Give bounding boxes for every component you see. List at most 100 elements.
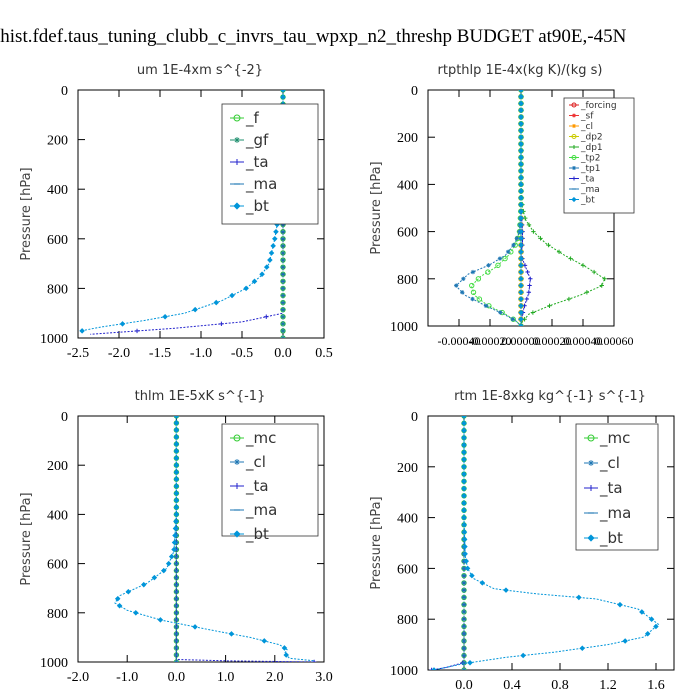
data-point [518,134,524,140]
data-point [268,250,275,256]
x-tick-label: 0.5 [315,346,333,361]
plot-frame [77,415,325,663]
data-point [644,630,651,637]
series-group [114,416,317,662]
data-point [498,310,503,315]
data-point [526,290,532,295]
y-tick-label: 0 [411,410,418,425]
legend-label: _cl [245,453,266,472]
legend-marker [571,196,577,203]
data-point [160,567,167,574]
data-point [502,255,508,262]
legend-marker [234,459,240,465]
data-point [133,610,139,616]
legend-label: _dp1 [580,143,603,153]
data-point [518,168,524,174]
data-point [520,652,526,659]
data-point [119,321,126,327]
data-point [173,483,180,490]
data-point [518,93,524,100]
data-point [497,256,503,261]
y-tick-label: 400 [397,178,418,193]
data-point [461,276,466,281]
data-point [525,269,530,275]
panel-title: rtm 1E-8xkg kg^{-1} s^{-1} [454,389,646,404]
data-point [173,427,180,433]
data-point [192,306,198,313]
legend-label: _bt [245,197,269,216]
legend: _forcing_sf_cl_dp2_dp1_tp2_tp1_ta_ma_bt [563,97,635,214]
data-point [464,565,471,572]
data-point [311,659,317,662]
x-tick-label: 0.00020 [533,334,572,348]
data-point [538,236,543,241]
data-point [518,303,524,309]
y-tick-label: 200 [47,459,68,474]
legend-label: _bt [599,529,623,548]
data-point [518,181,524,188]
data-point [469,572,475,579]
legend: _mc _cl _ta _ma _bt [575,423,659,551]
legend-label: _bt [580,196,595,206]
data-point [617,601,623,608]
data-point [531,229,536,234]
data-point [518,262,524,269]
data-point [173,476,180,483]
legend-label: _mc [599,429,630,448]
data-point [518,242,524,248]
series-group [454,90,607,326]
y-tick-label: 800 [47,282,68,297]
data-point [514,236,519,241]
panel-3: thlm 1E-5xK s^{-1} Pressure [hPa] 0 200 400 6… [19,389,333,685]
data-point [461,416,467,419]
data-point [470,296,475,302]
legend-marker [572,176,576,181]
legend-marker [572,145,576,149]
y-tick-label: 800 [47,607,68,622]
legend-marker [234,137,240,143]
data-point [462,551,468,557]
legend-marker [233,202,241,210]
data-point [228,631,235,637]
data-point [483,303,489,308]
data-point [461,427,467,434]
data-point [461,500,467,506]
y-tick-label: 0 [61,410,68,425]
data-point [576,594,582,601]
data-point [272,236,278,242]
series-line [114,416,315,662]
legend-label: _bt [245,525,269,544]
panel-2: rtpthlp 1E-4x(kg K)/(kg s) Pressure [hPa]… [369,63,635,348]
y-tick-label: 600 [47,233,68,248]
data-point [461,514,467,521]
data-point [173,511,180,518]
x-tick-label: 0.00040 [564,334,603,348]
x-tick-label: 1.6 [647,678,665,693]
data-point [219,321,224,327]
data-point [460,290,465,295]
data-point [518,208,524,215]
data-point [173,504,180,511]
y-tick-label: 600 [397,226,418,241]
y-tick-label: 200 [397,461,418,476]
panel-title: rtpthlp 1E-4x(kg K)/(kg s) [438,63,603,78]
x-tick-label: 0.4 [503,678,521,693]
y-axis-label: Pressure [hPa] [19,167,34,260]
data-point [173,469,180,475]
legend-marker [571,155,577,160]
y-tick-label: 800 [397,273,418,288]
data-point [141,581,147,588]
data-point [518,201,524,208]
x-tick-label: -1.5 [149,346,171,361]
data-point [518,90,524,93]
data-point [470,269,476,275]
legend-box [221,423,319,537]
y-tick-label: 800 [397,613,418,628]
data-point [173,416,180,419]
series-tp2 [469,90,524,326]
legend-marker [571,134,577,139]
y-tick-label: 400 [47,183,68,198]
series-line [470,90,522,326]
plot-frame [427,415,675,671]
